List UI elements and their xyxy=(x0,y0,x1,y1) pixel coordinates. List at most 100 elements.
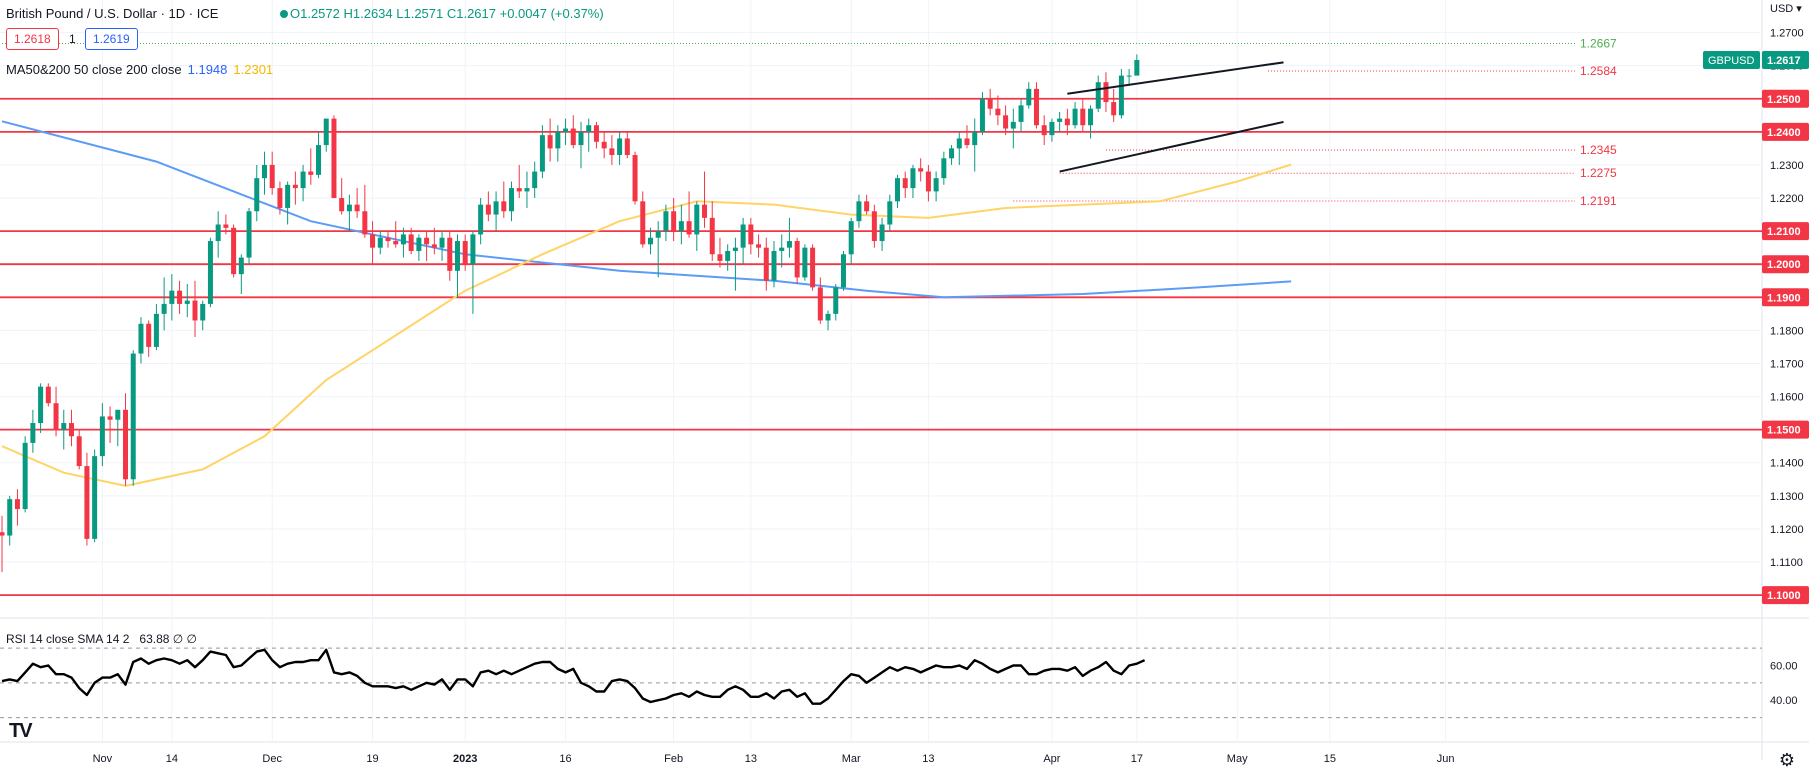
candle-body xyxy=(115,409,121,420)
last-price-label: 1.2617 xyxy=(1767,55,1801,67)
time-tick-label: 14 xyxy=(166,753,178,765)
candle-body xyxy=(833,287,839,314)
candle-body xyxy=(972,131,978,146)
candle-body xyxy=(308,171,314,175)
candle-body xyxy=(1057,118,1063,122)
time-tick-label: Dec xyxy=(262,753,282,765)
time-tick-label: 2023 xyxy=(453,753,477,765)
candle-body xyxy=(910,168,916,189)
candle-body xyxy=(14,499,20,510)
candle-body xyxy=(470,234,476,265)
candle-body xyxy=(370,234,376,248)
level-price-label: 1.2500 xyxy=(1767,94,1801,106)
candle-body xyxy=(316,145,322,175)
candle-body xyxy=(609,148,615,156)
price-tick-label: 1.1200 xyxy=(1770,524,1804,536)
symbol-tag xyxy=(1703,51,1760,70)
wedge-trendlines[interactable] xyxy=(1059,61,1284,173)
candle-body xyxy=(1134,60,1140,76)
candle-body xyxy=(292,184,298,189)
candle-body xyxy=(1103,82,1109,103)
candle-body xyxy=(1088,108,1094,126)
candle-body xyxy=(539,135,545,172)
candle-body xyxy=(979,98,985,132)
candle-body xyxy=(1041,125,1047,136)
dotted-level-label: 1.2584 xyxy=(1580,64,1617,78)
candle-body xyxy=(663,211,669,232)
candle-body xyxy=(756,244,762,248)
time-tick-label: Feb xyxy=(664,753,683,765)
candle-body xyxy=(354,204,360,212)
price-axis[interactable]: 1.27001.26001.25001.24001.23001.22001.21… xyxy=(1703,3,1809,707)
candle-body xyxy=(501,201,507,212)
candle-body xyxy=(918,168,924,172)
rsi-legend[interactable]: RSI 14 close SMA 14 2 63.88 ∅ ∅ xyxy=(6,632,197,646)
time-tick-label: Mar xyxy=(842,753,861,765)
ohlc-readout: O1.2572 H1.2634 L1.2571 C1.2617 +0.0047 … xyxy=(290,6,604,21)
settings-gear-icon[interactable]: ⚙ xyxy=(1778,750,1795,770)
candle-body xyxy=(346,204,352,212)
candle-body xyxy=(7,499,13,536)
candle-body xyxy=(902,178,908,189)
candle-body xyxy=(732,247,738,251)
candle-body xyxy=(215,224,221,242)
candle-body xyxy=(655,231,661,238)
buy-price-button[interactable]: 1.2619 xyxy=(85,28,138,50)
wedge-trendline xyxy=(1059,120,1284,173)
time-tick-label: 13 xyxy=(922,753,934,765)
candle-body xyxy=(864,201,870,212)
candlesticks xyxy=(0,54,1140,572)
candle-body xyxy=(1018,105,1024,122)
candle-body xyxy=(1126,75,1132,77)
time-axis[interactable]: Nov 14 Dec 19 2023 16 Feb 13 Mar 13 Apr 17 May 15 Jun xyxy=(93,753,1455,765)
candle-body xyxy=(416,237,422,251)
ma-legend[interactable]: MA50&200 50 close 200 close 1.1948 1.2301 xyxy=(6,62,273,77)
candle-body xyxy=(987,98,993,109)
candle-body xyxy=(1072,108,1078,126)
price-tick-label: 1.1400 xyxy=(1770,458,1804,470)
candle-body xyxy=(339,198,345,212)
candle-body xyxy=(856,201,862,222)
candle-body xyxy=(817,287,823,321)
price-tick-label: 1.2300 xyxy=(1770,160,1804,172)
candle-body xyxy=(1003,115,1009,129)
candle-body xyxy=(570,128,576,146)
sell-price-button[interactable]: 1.2618 xyxy=(6,28,59,50)
candle-body xyxy=(956,138,962,149)
candle-body xyxy=(68,423,74,437)
candle-body xyxy=(1049,121,1055,136)
dotted-level-label: 1.2191 xyxy=(1580,194,1617,208)
candle-body xyxy=(400,234,406,245)
level-price-tag xyxy=(1762,255,1809,274)
candle-body xyxy=(702,204,708,218)
candle-body xyxy=(22,442,28,510)
currency-label: USD ▾ xyxy=(1770,3,1802,15)
candle-body xyxy=(323,118,329,146)
candle-body xyxy=(385,237,391,242)
candle-body xyxy=(92,456,98,539)
tradingview-logo[interactable]: TV xyxy=(9,720,33,742)
time-tick-label: Nov xyxy=(93,753,113,765)
candle-body xyxy=(949,148,955,159)
candle-body xyxy=(1010,121,1016,129)
level-price-label: 1.1000 xyxy=(1767,590,1801,602)
level-price-label: 1.2100 xyxy=(1767,226,1801,238)
candle-body xyxy=(261,164,267,179)
candle-body xyxy=(231,227,237,275)
candle-body xyxy=(153,313,159,347)
ma200-value: 1.2301 xyxy=(233,62,274,77)
order-quantity[interactable]: 1 xyxy=(69,32,76,46)
candle-body xyxy=(30,423,36,443)
candle-body xyxy=(871,211,877,242)
time-tick-label: 15 xyxy=(1324,753,1336,765)
candle-body xyxy=(516,188,522,192)
candle-body xyxy=(84,466,90,539)
candle-body xyxy=(740,224,746,248)
candle-body xyxy=(138,323,144,354)
price-tick-label: 1.1700 xyxy=(1770,358,1804,370)
candle-body xyxy=(130,353,136,480)
candle-body xyxy=(925,171,931,192)
candle-body xyxy=(0,532,5,536)
price-tick-label: 1.1600 xyxy=(1770,392,1804,404)
